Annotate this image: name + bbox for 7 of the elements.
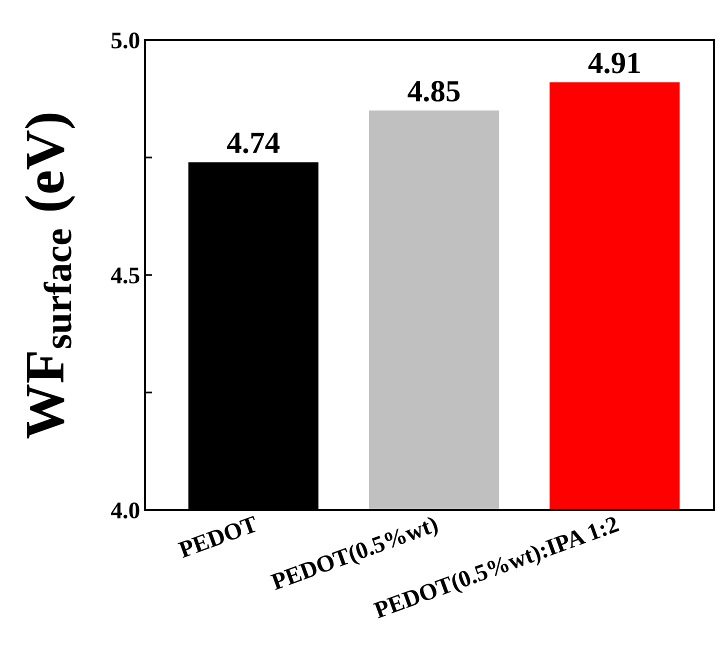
y-tick-label: 5.0: [112, 32, 140, 49]
data-label: 4.85: [408, 80, 460, 102]
data-label: 4.91: [588, 52, 640, 74]
y-axis-title: WF$_{surface}$ (eV): [24, 114, 76, 438]
y-tick-label: 4.5: [110, 268, 140, 284]
data-label: 4.74: [227, 132, 280, 154]
y-tick-label: 4.0: [110, 502, 140, 519]
